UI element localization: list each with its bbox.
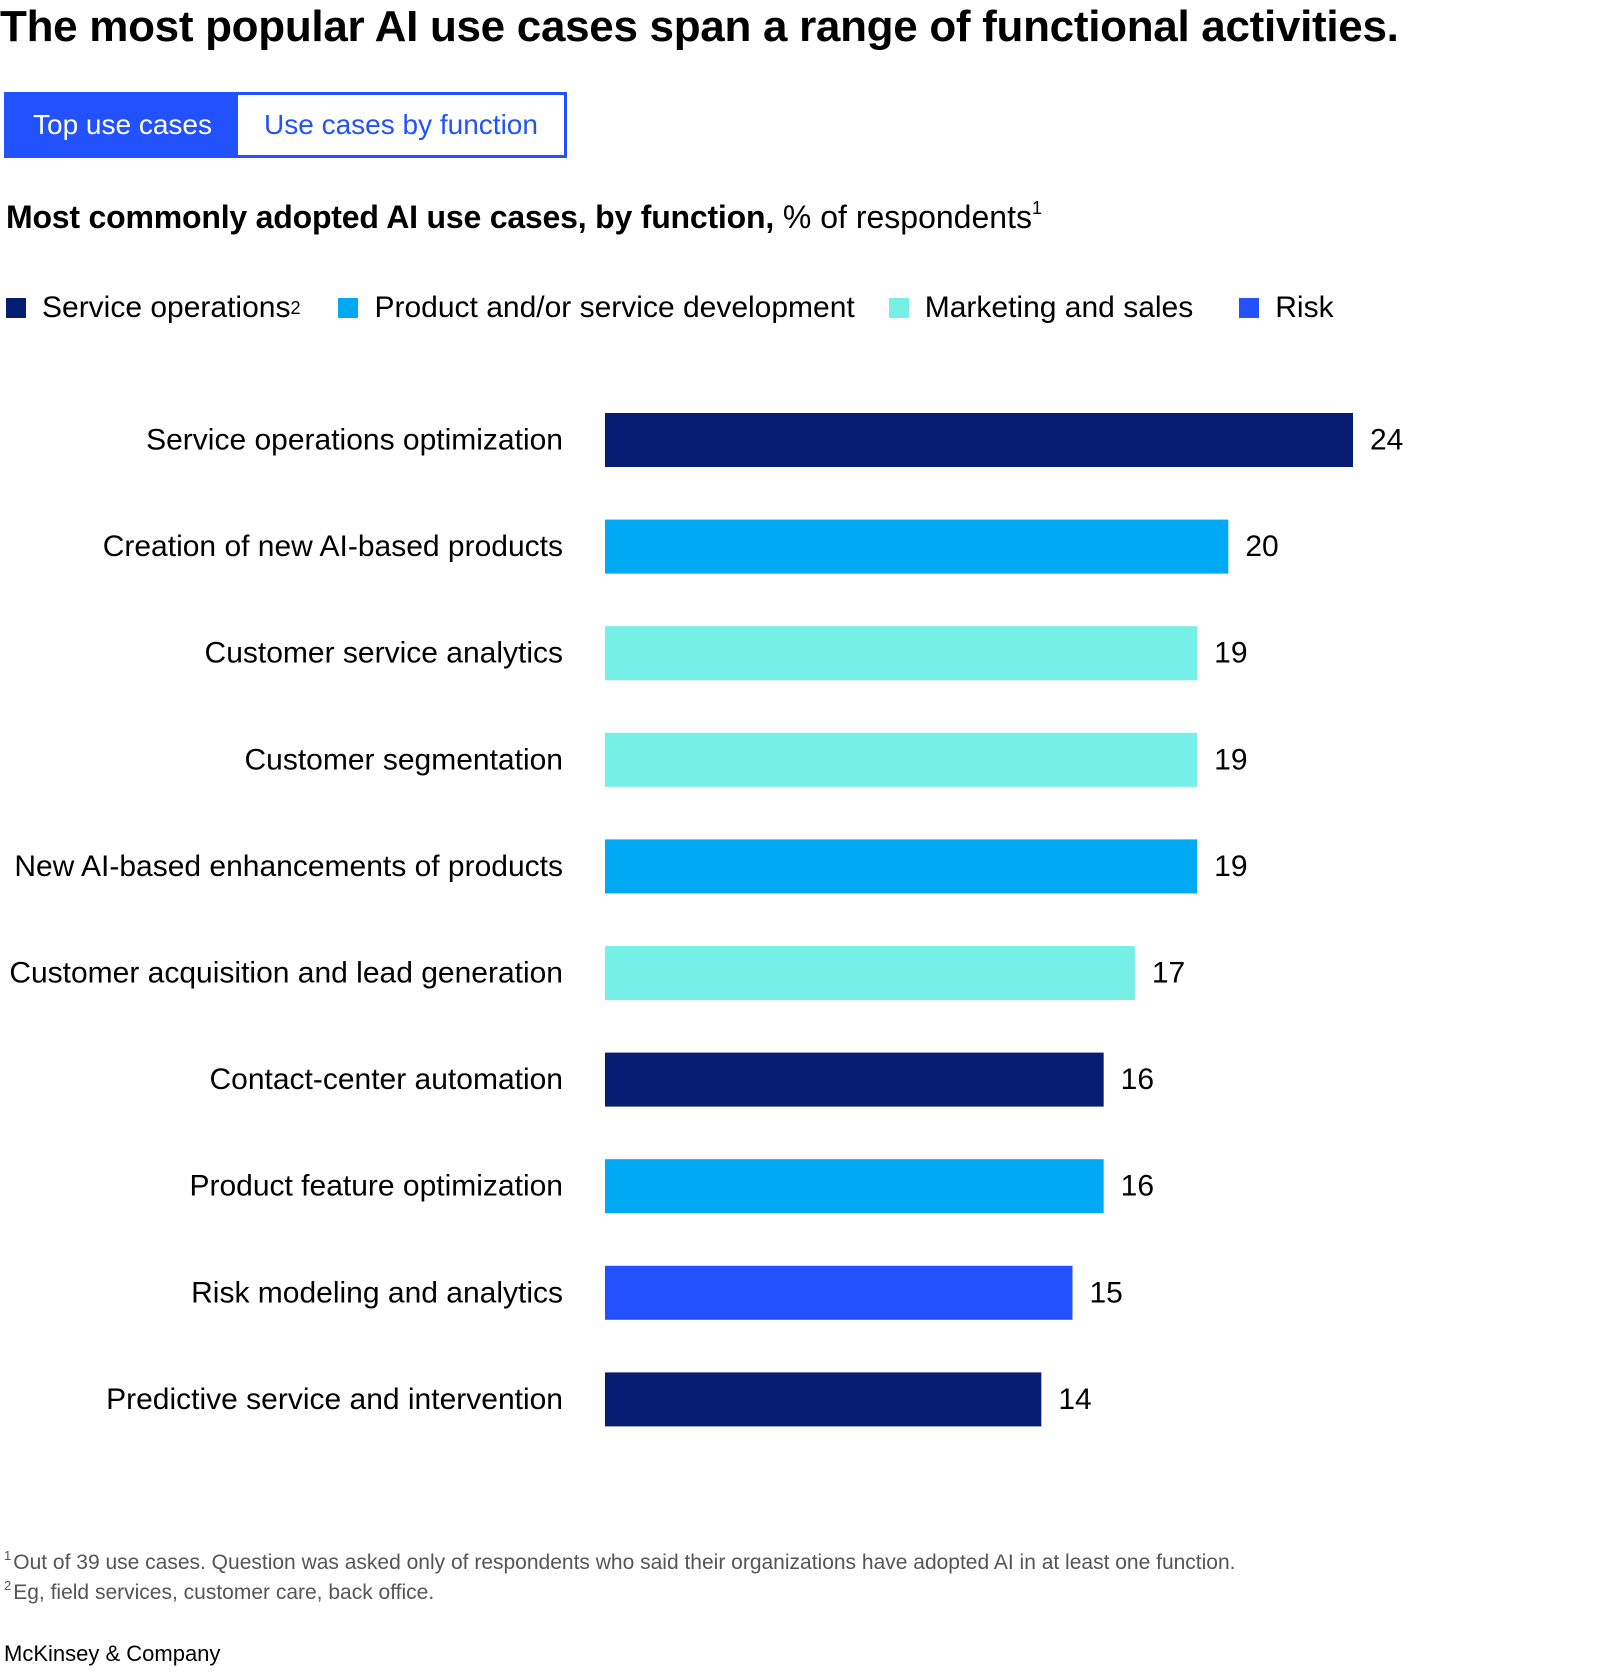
value-label-customer-acquisition-and-lead-generation: 17 (1152, 957, 1185, 990)
bar-service-operations-optimization (605, 413, 1353, 467)
bar-customer-acquisition-and-lead-generation (605, 946, 1135, 1000)
bar-new-ai-based-enhancements-of-products (605, 839, 1198, 894)
value-label-customer-service-analytics: 19 (1214, 637, 1247, 670)
value-label-risk-modeling-and-analytics: 15 (1090, 1276, 1123, 1309)
value-label-contact-center-automation: 16 (1121, 1063, 1154, 1096)
tab-top-use-cases[interactable]: Top use cases (7, 95, 238, 155)
legend-item-service-operations: Service operations 2 (6, 291, 300, 325)
bar-risk-modeling-and-analytics (605, 1265, 1073, 1320)
category-label-service-operations-optimization: Service operations optimization (146, 424, 563, 457)
bar-product-feature-optimization (605, 1159, 1104, 1214)
page-title: The most popular AI use cases span a ran… (0, 2, 1399, 51)
subtitle-bold: Most commonly adopted AI use cases, by f… (6, 199, 775, 235)
category-label-customer-service-analytics: Customer service analytics (205, 637, 563, 670)
footnotes: 1Out of 39 use cases. Question was asked… (4, 1548, 1236, 1608)
footnote-1-text: Out of 39 use cases. Question was asked … (13, 1551, 1236, 1574)
value-label-customer-segmentation: 19 (1214, 743, 1247, 776)
bar-creation-of-new-ai-based-products (605, 519, 1229, 574)
legend-item-product-development: Product and/or service development (338, 291, 855, 325)
category-label-creation-of-new-ai-based-products: Creation of new AI-based products (103, 530, 563, 563)
legend-label-product-development: Product and/or service development (374, 291, 855, 324)
footnote-1: 1Out of 39 use cases. Question was asked… (4, 1548, 1236, 1578)
chart-subtitle: Most commonly adopted AI use cases, by f… (6, 199, 1042, 236)
value-label-product-feature-optimization: 16 (1121, 1170, 1154, 1203)
legend-swatch-risk (1239, 298, 1260, 318)
legend-item-risk: Risk (1239, 291, 1334, 325)
category-label-contact-center-automation: Contact-center automation (209, 1063, 563, 1096)
bar-predictive-service-and-intervention (605, 1372, 1042, 1427)
legend-swatch-product-development (338, 298, 359, 318)
footnote-1-mark: 1 (4, 1548, 12, 1563)
value-label-creation-of-new-ai-based-products: 20 (1245, 530, 1278, 563)
brand-logo-text: McKinsey & Company (4, 1641, 221, 1666)
bar-chart: Service operations optimization 24 Creatio… (9, 413, 1403, 1427)
bar-customer-segmentation (605, 732, 1198, 787)
category-label-risk-modeling-and-analytics: Risk modeling and analytics (191, 1276, 563, 1309)
subtitle-footnote-ref: 1 (1031, 198, 1042, 218)
subtitle-unit: % of respondents (774, 199, 1032, 235)
legend-item-marketing-sales: Marketing and sales (888, 291, 1194, 325)
value-label-predictive-service-and-intervention: 14 (1058, 1383, 1091, 1416)
bar-customer-service-analytics (605, 626, 1198, 681)
value-label-service-operations-optimization: 24 (1370, 424, 1403, 457)
value-label-new-ai-based-enhancements-of-products: 19 (1214, 850, 1247, 883)
legend-label-risk: Risk (1275, 291, 1334, 324)
legend-swatch-service-operations (6, 298, 26, 318)
legend-swatch-marketing-sales (888, 298, 909, 318)
category-label-customer-acquisition-and-lead-generation: Customer acquisition and lead generation (9, 957, 563, 990)
tab-use-cases-by-function[interactable]: Use cases by function (238, 95, 564, 155)
category-label-customer-segmentation: Customer segmentation (245, 743, 564, 776)
legend-label-marketing-sales: Marketing and sales (924, 291, 1194, 324)
bar-contact-center-automation (605, 1052, 1104, 1107)
category-label-new-ai-based-enhancements-of-products: New AI-based enhancements of products (14, 850, 563, 883)
chart-legend: Service operations 2 Product and/or servi… (6, 291, 1334, 325)
legend-label-service-operations: Service operations (42, 291, 291, 324)
footnote-2-text: Eg, field services, customer care, back … (13, 1581, 435, 1604)
category-label-product-feature-optimization: Product feature optimization (189, 1170, 563, 1203)
footnote-2-mark: 2 (4, 1578, 12, 1593)
view-tabs: Top use cases Use cases by function (4, 92, 567, 158)
category-label-predictive-service-and-intervention: Predictive service and intervention (106, 1383, 563, 1416)
footnote-2: 2Eg, field services, customer care, back… (4, 1578, 1236, 1608)
